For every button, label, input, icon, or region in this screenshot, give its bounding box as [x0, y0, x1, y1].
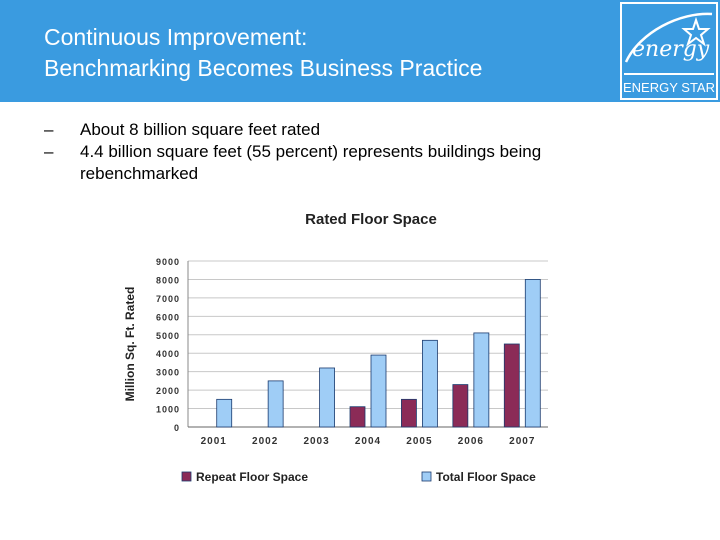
- bullet-marker: –: [44, 142, 54, 161]
- chart-title: Rated Floor Space: [305, 211, 437, 228]
- bullet-list: – About 8 billion square feet rated – 4.…: [44, 119, 644, 185]
- legend-label: Total Floor Space: [436, 470, 536, 484]
- bar-repeat: [401, 398, 417, 428]
- bar-total: [473, 332, 490, 428]
- star-icon: [681, 16, 711, 47]
- rated-floor-space-chart: Rated Floor Space 0 1000 2000 3000 4000 5000 60…: [123, 211, 548, 484]
- x-tick-label: 2001: [201, 436, 227, 447]
- y-axis-label: Million Sq. Ft. Rated: [123, 287, 137, 402]
- title-line-1: Continuous Improvement:: [44, 24, 308, 50]
- y-tick-label: 1000: [156, 405, 180, 415]
- x-tick-label: 2007: [509, 436, 535, 447]
- bullet-text: 4.4 billion square feet (55 percent) rep…: [80, 142, 542, 183]
- bullet-item: – 4.4 billion square feet (55 percent) r…: [44, 141, 644, 185]
- title-line-2: Benchmarking Becomes Business Practice: [44, 55, 483, 81]
- bar-repeat: [349, 406, 366, 428]
- legend-label: Repeat Floor Space: [196, 470, 308, 484]
- bar-total: [370, 354, 387, 428]
- y-tick-label: 0: [174, 423, 180, 433]
- bullet-marker: –: [44, 120, 54, 139]
- x-tick-label: 2004: [355, 436, 381, 447]
- bar-repeat: [452, 384, 469, 428]
- slide-title: Continuous Improvement: Benchmarking Bec…: [44, 22, 482, 84]
- legend-swatch: [421, 471, 432, 482]
- bar-total: [319, 367, 335, 428]
- x-tick-label: 2005: [406, 436, 432, 447]
- legend-swatch: [181, 471, 192, 482]
- bar-total: [267, 380, 284, 428]
- logo-script-text: energy: [632, 37, 710, 62]
- y-tick-label: 5000: [156, 331, 180, 341]
- x-tick-label: 2002: [252, 436, 278, 447]
- y-tick-label: 6000: [156, 312, 180, 322]
- bar-total: [216, 398, 233, 428]
- bullet-item: – About 8 billion square feet rated: [44, 119, 644, 141]
- bar-repeat: [503, 343, 520, 428]
- y-tick-label: 3000: [156, 368, 180, 378]
- y-tick-label: 9000: [156, 257, 180, 267]
- y-tick-label: 2000: [156, 386, 180, 396]
- bar-total: [524, 279, 541, 428]
- bar-total: [422, 339, 438, 428]
- x-tick-label: 2006: [458, 436, 484, 447]
- y-tick-label: 7000: [156, 294, 180, 304]
- y-tick-label: 4000: [156, 349, 180, 359]
- logo-label: ENERGY STAR: [623, 80, 715, 95]
- energy-star-logo: energy ENERGY STAR: [620, 2, 718, 100]
- slide-header: Continuous Improvement: Benchmarking Bec…: [0, 0, 720, 102]
- y-tick-label: 8000: [156, 275, 180, 285]
- x-tick-label: 2003: [303, 436, 329, 447]
- bullet-text: About 8 billion square feet rated: [80, 120, 321, 139]
